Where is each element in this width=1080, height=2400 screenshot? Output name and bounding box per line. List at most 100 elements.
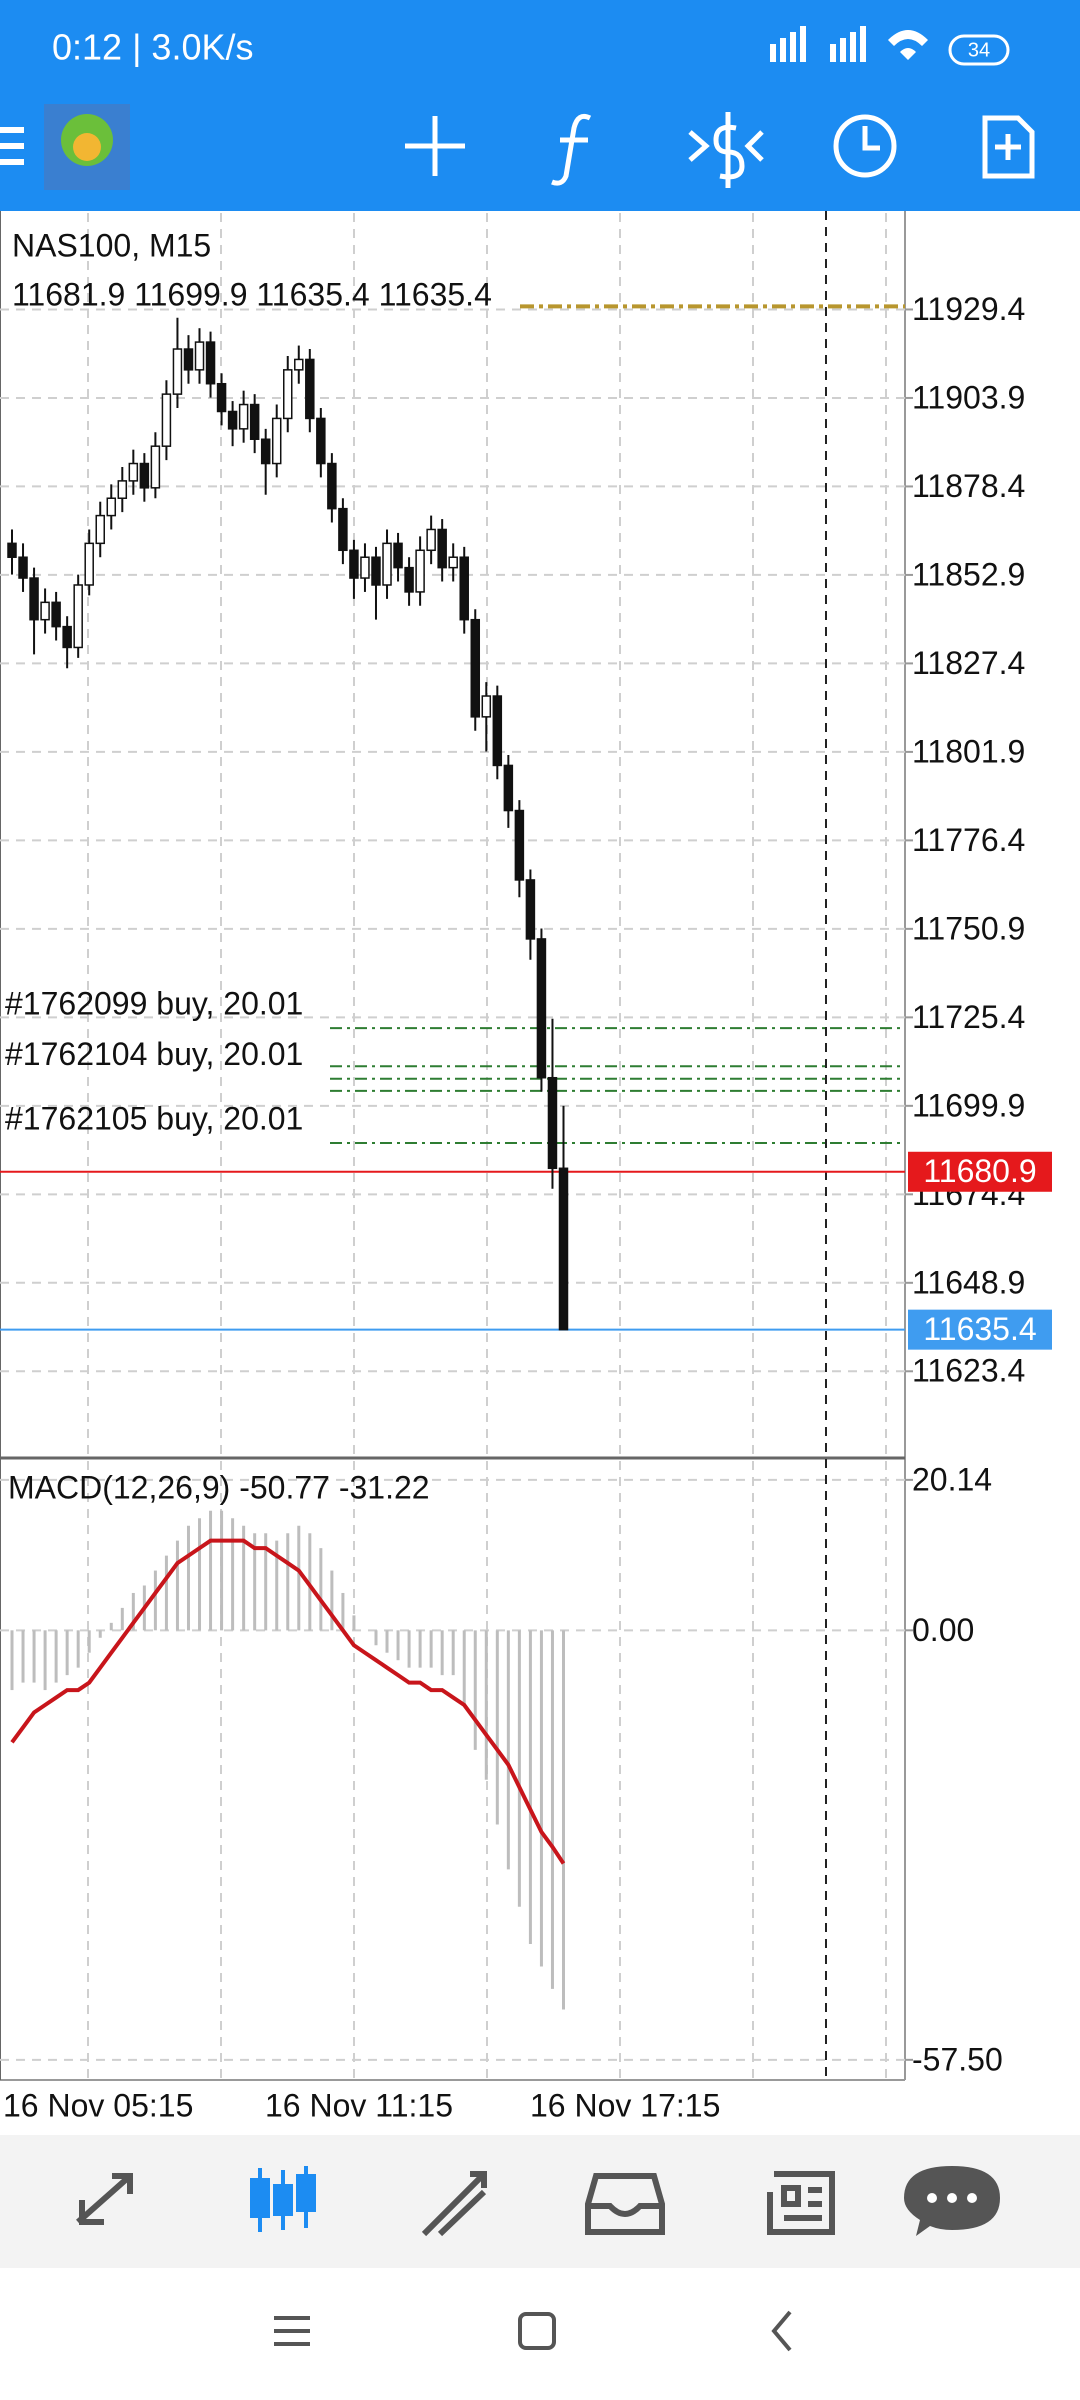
candle-body [194, 341, 205, 371]
menu-button[interactable] [0, 127, 24, 165]
candle-body [283, 369, 293, 420]
y-tick-label: 11929.4 [912, 291, 1025, 327]
y-tick-label: -57.50 [912, 2041, 1003, 2077]
candle-body [536, 938, 547, 1079]
candle-body [338, 507, 348, 552]
candle-body [525, 879, 536, 940]
candle-body [238, 403, 249, 430]
candle-body [216, 382, 227, 413]
last-marker [908, 1309, 1052, 1350]
candle-body [117, 480, 128, 499]
home-button[interactable] [518, 2312, 556, 2350]
y-tick-label: 11852.9 [912, 556, 1025, 592]
candle-body [547, 1076, 558, 1170]
recents-button[interactable] [274, 2316, 310, 2346]
y-tick-label: 0.00 [912, 1612, 974, 1648]
candle-body [260, 438, 271, 465]
candle-body [139, 462, 150, 489]
battery [948, 34, 1010, 66]
candle-body [62, 625, 72, 649]
candle-body [227, 410, 238, 430]
y-tick-label: 11750.9 [912, 910, 1025, 946]
candle-body [393, 542, 403, 569]
candle-body [29, 577, 39, 621]
x-tick-label: 16 Nov 05:15 [3, 2087, 193, 2123]
vertical-grid [87, 213, 887, 2080]
candle-body [349, 549, 359, 579]
trade-button[interactable] [688, 112, 764, 188]
candle-body [514, 809, 525, 881]
y-tick-label: 11623.4 [912, 1353, 1025, 1389]
y-tick-label: 11725.4 [912, 999, 1025, 1035]
y-tick-label: 11699.9 [912, 1087, 1025, 1123]
y-tick-label: 11878.4 [912, 468, 1025, 504]
candle-body [172, 348, 183, 395]
news-tab[interactable] [767, 2171, 835, 2235]
status-time: 0:12 | 3.0K/s [52, 27, 253, 68]
candle-body [249, 403, 260, 440]
candle-body [558, 1167, 569, 1331]
macd-label: MACD(12,26,9) -50.77 -31.22 [8, 1469, 430, 1505]
trade-tab[interactable] [421, 2171, 487, 2237]
candle-body [437, 528, 447, 569]
system-nav [274, 2310, 792, 2352]
macd-signal [10, 1538, 566, 1865]
y-tick-label: 11776.4 [912, 822, 1025, 858]
candle-body [84, 542, 94, 586]
indicators-button[interactable] [551, 113, 592, 186]
y-tick-label: 20.14 [912, 1461, 992, 1497]
candle-body [73, 584, 83, 649]
crosshair-button[interactable] [405, 116, 465, 176]
chart-tab[interactable] [250, 2166, 316, 2232]
y-tick-label: 11648.9 [912, 1264, 1025, 1300]
app-logo[interactable] [44, 104, 130, 190]
back-button[interactable] [771, 2310, 792, 2352]
candle-body [305, 358, 315, 420]
history-button[interactable] [833, 114, 897, 178]
candle-body [360, 556, 370, 579]
candle-body [183, 348, 194, 371]
candle-body [128, 462, 139, 482]
candle-body [316, 417, 326, 465]
history-tab[interactable] [585, 2173, 665, 2235]
candle-body [481, 695, 492, 718]
candle-body [371, 556, 381, 586]
ohlc-label: 11681.9 11699.9 11635.4 11635.4 [12, 276, 492, 312]
symbol-label: NAS100, M15 [12, 227, 211, 263]
candle-body [7, 542, 17, 558]
order-label: #1762104 buy, 20.01 [5, 1036, 303, 1072]
candle-body [271, 417, 282, 465]
candle-body [415, 549, 425, 593]
bottom-nav [0, 2135, 1080, 2268]
candle-body [492, 695, 503, 767]
candle-body [161, 393, 172, 447]
candle-body [294, 358, 304, 371]
x-tick-label: 16 Nov 17:15 [530, 2087, 720, 2123]
candle-body [448, 556, 458, 569]
candle-body [426, 528, 436, 552]
order-label: #1762099 buy, 20.01 [5, 986, 303, 1022]
last-marker-label: 11635.4 [923, 1311, 1036, 1347]
signal-icons [770, 26, 928, 62]
candle-body [205, 341, 216, 385]
bid-marker-label: 11680.9 [923, 1153, 1036, 1189]
battery-level: 34 [968, 39, 990, 61]
bid-marker [908, 1151, 1052, 1192]
order-label: #1762105 buy, 20.01 [5, 1100, 303, 1136]
candle-body [327, 462, 337, 510]
new-order-button[interactable] [982, 115, 1035, 179]
y-tick-label: 11801.9 [912, 733, 1025, 769]
plot: #1762099 buy, 20.01 #1762104 buy, 20.01 #1… [0, 304, 905, 2061]
candle-body [106, 497, 117, 517]
candle-body [382, 542, 392, 586]
candle-body [51, 601, 61, 628]
chat-tab[interactable] [904, 2166, 1000, 2236]
candle-body [503, 764, 514, 812]
y-tick-label: 11827.4 [912, 645, 1025, 681]
candle-body [95, 514, 105, 545]
candle-body [40, 601, 50, 621]
quotes-tab[interactable] [76, 2173, 133, 2225]
